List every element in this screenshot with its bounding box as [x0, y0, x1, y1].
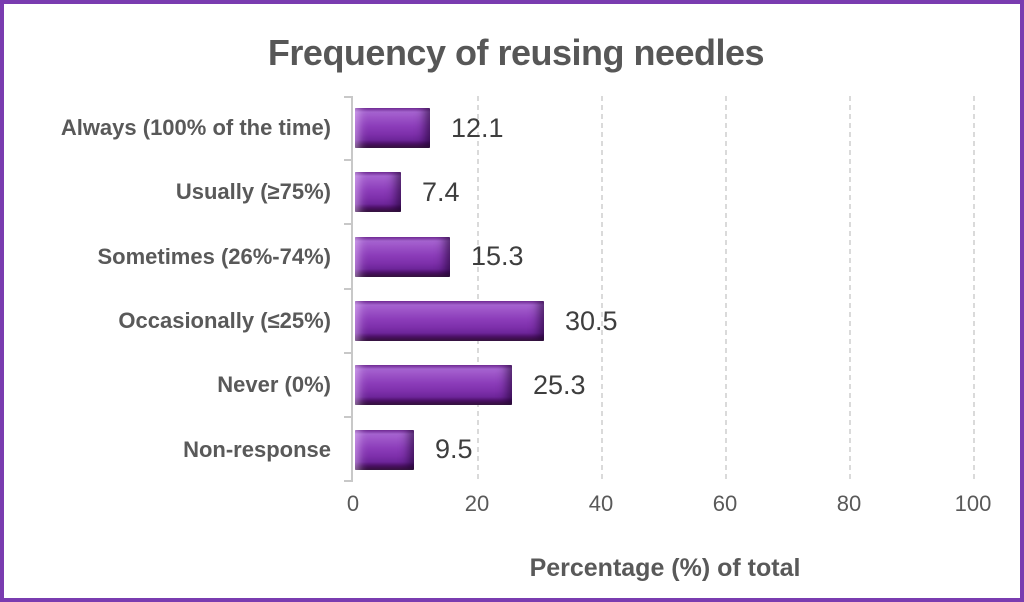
bar-value-label: 25.3 — [533, 369, 586, 400]
bar-row: 9.5 — [355, 418, 977, 482]
bar-usually — [355, 172, 401, 213]
bar-value-label: 15.3 — [471, 241, 524, 272]
bar-value-label: 7.4 — [422, 176, 460, 207]
category-axis-line — [351, 96, 353, 482]
category-label: Usually (≥75%) — [175, 179, 331, 205]
bar-value-label: 9.5 — [435, 434, 473, 465]
gridline-100 — [973, 96, 975, 482]
category-label: Never (0%) — [217, 372, 331, 398]
axis-tick — [344, 480, 352, 482]
axis-tick — [344, 159, 352, 161]
bar-sometimes — [355, 236, 450, 277]
axis-tick — [344, 288, 352, 290]
bar-occasionally — [355, 301, 544, 342]
gridline-80 — [849, 96, 851, 482]
gridline-20 — [477, 96, 479, 482]
axis-tick — [344, 352, 352, 354]
x-tick-label-0: 0 — [346, 491, 360, 516]
category-axis-labels: Always (100% of the time) Usually (≥75%)… — [12, 96, 331, 482]
x-tick-label-40: 40 — [588, 491, 614, 516]
category-label: Always (100% of the time) — [60, 115, 331, 141]
x-tick-label-100: 100 — [954, 491, 992, 516]
plot-area: 12.1 7.4 15.3 30.5 25.3 9.5 — [344, 96, 977, 482]
bar-never — [355, 365, 512, 406]
category-label: Occasionally (≤25%) — [118, 308, 331, 334]
chart-title: Frequency of reusing needles — [267, 32, 765, 73]
category-label: Sometimes (26%-74%) — [97, 243, 331, 269]
bar-row: 15.3 — [355, 225, 977, 289]
bar-rows: 12.1 7.4 15.3 30.5 25.3 9.5 — [355, 96, 977, 482]
x-axis-title: Percentage (%) of total — [529, 554, 801, 582]
bar-value-label: 30.5 — [565, 305, 618, 336]
x-tick-label-20: 20 — [464, 491, 490, 516]
bar-always — [355, 108, 430, 149]
x-tick-label-60: 60 — [712, 491, 738, 516]
bar-row: 25.3 — [355, 353, 977, 417]
bar-row: 7.4 — [355, 160, 977, 224]
bar-row: 12.1 — [355, 96, 977, 160]
axis-tick — [344, 223, 352, 225]
axis-tick — [344, 416, 352, 418]
gridline-40 — [601, 96, 603, 482]
bar-non-response — [355, 429, 414, 470]
bar-value-label: 12.1 — [451, 112, 504, 143]
category-label: Non-response — [183, 436, 331, 462]
axis-tick — [344, 96, 352, 98]
gridline-60 — [725, 96, 727, 482]
bar-row: 30.5 — [355, 289, 977, 353]
x-tick-label-80: 80 — [836, 491, 862, 516]
